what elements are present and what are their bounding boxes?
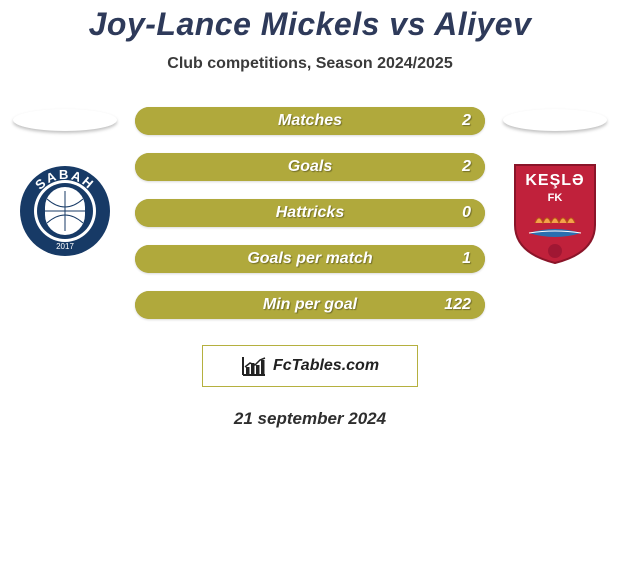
- stat-label: Goals: [135, 153, 485, 181]
- right-ellipse-shadow: [503, 109, 607, 131]
- stat-bar-goals-per-match: Goals per match 1: [135, 245, 485, 273]
- right-club-badge: KEŞLƏ FK: [505, 155, 605, 267]
- date-text: 21 september 2024: [0, 409, 620, 429]
- stat-label: Matches: [135, 107, 485, 135]
- stat-bar-matches: Matches 2: [135, 107, 485, 135]
- stat-value: 2: [462, 107, 471, 135]
- page-subtitle: Club competitions, Season 2024/2025: [0, 55, 620, 73]
- stat-bar-min-per-goal: Min per goal 122: [135, 291, 485, 319]
- stat-value: 2: [462, 153, 471, 181]
- left-badge-year: 2017: [56, 242, 74, 251]
- stat-label: Min per goal: [135, 291, 485, 319]
- left-club-badge: SABAH 2017: [15, 155, 115, 267]
- left-ellipse-shadow: [13, 109, 117, 131]
- brand-text: FcTables.com: [273, 357, 379, 375]
- left-club-column: SABAH 2017: [5, 107, 125, 337]
- right-badge-sub: FK: [548, 192, 563, 204]
- stat-value: 0: [462, 199, 471, 227]
- right-club-column: KEŞLƏ FK: [495, 107, 615, 337]
- comparison-area: SABAH 2017 Matches 2 Goals 2 Hattricks 0…: [0, 107, 620, 337]
- stat-bar-goals: Goals 2: [135, 153, 485, 181]
- kesla-badge-icon: KEŞLƏ FK: [505, 155, 605, 267]
- stat-label: Hattricks: [135, 199, 485, 227]
- right-badge-text: KEŞLƏ: [525, 172, 584, 189]
- stat-value: 122: [444, 291, 471, 319]
- sabah-badge-icon: SABAH 2017: [15, 155, 115, 267]
- stat-label: Goals per match: [135, 245, 485, 273]
- page-title: Joy-Lance Mickels vs Aliyev: [0, 0, 620, 43]
- brand-box[interactable]: FcTables.com: [202, 345, 418, 387]
- chart-icon: [241, 355, 267, 377]
- stat-value: 1: [462, 245, 471, 273]
- stat-bars: Matches 2 Goals 2 Hattricks 0 Goals per …: [125, 107, 495, 337]
- stat-bar-hattricks: Hattricks 0: [135, 199, 485, 227]
